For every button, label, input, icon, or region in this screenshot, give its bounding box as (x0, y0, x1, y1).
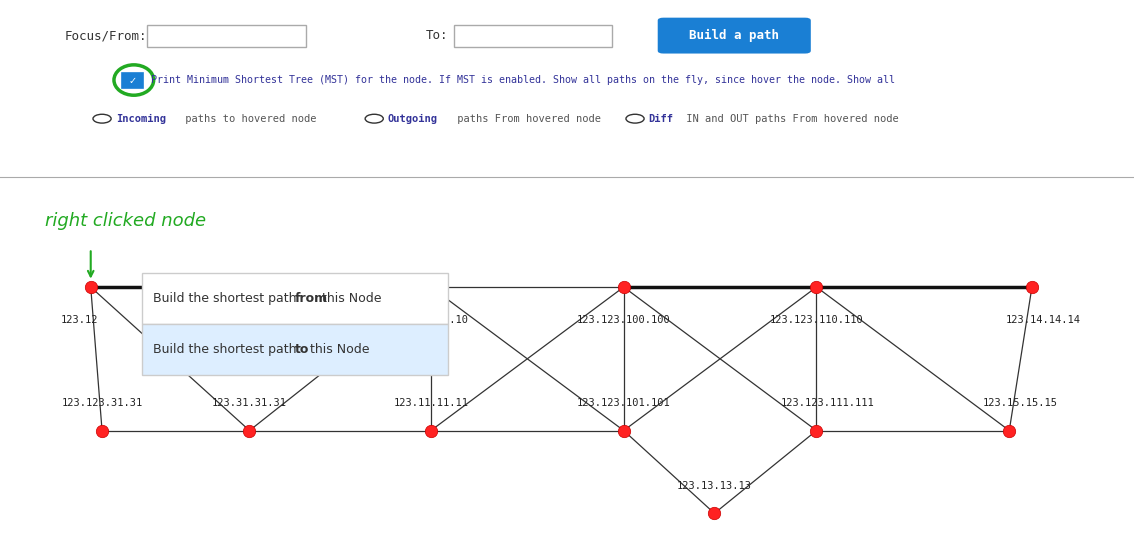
Point (93, 426, 111, 435)
Text: 123.14.14.14: 123.14.14.14 (1006, 315, 1081, 325)
Text: this Node: this Node (319, 292, 382, 305)
Point (615, 283, 633, 291)
FancyBboxPatch shape (122, 73, 143, 88)
Text: right clicked node: right clicked node (45, 212, 206, 230)
Point (422, 283, 440, 291)
Text: paths to hovered node: paths to hovered node (179, 114, 316, 124)
Text: paths From hovered node: paths From hovered node (451, 114, 601, 124)
Text: 123.10.10.10: 123.10.10.10 (393, 315, 468, 325)
Text: 123.123.110.110: 123.123.110.110 (770, 315, 863, 325)
Text: Incoming: Incoming (116, 114, 166, 124)
Text: 123.12: 123.12 (60, 315, 99, 325)
Text: 123.15.15.15: 123.15.15.15 (983, 398, 1058, 408)
Text: Build the shortest path: Build the shortest path (153, 343, 301, 357)
Text: Build the shortest path: Build the shortest path (153, 292, 301, 305)
Text: this Node: this Node (306, 343, 370, 357)
Point (422, 426, 440, 435)
Point (705, 509, 723, 518)
Text: 123.31.31.31: 123.31.31.31 (212, 398, 287, 408)
Point (1023, 283, 1041, 291)
Text: Focus/From:: Focus/From: (65, 29, 147, 43)
Point (807, 283, 826, 291)
FancyBboxPatch shape (147, 25, 306, 47)
Point (807, 426, 826, 435)
Text: from: from (295, 292, 328, 305)
Text: Print Minimum Shortest Tree (MST) for the node. If MST is enabled. Show all path: Print Minimum Shortest Tree (MST) for th… (151, 75, 895, 85)
Text: 123.123.100.100: 123.123.100.100 (577, 315, 670, 325)
Text: 123.123.111.111: 123.123.111.111 (781, 398, 874, 408)
Text: Outgoing: Outgoing (388, 114, 438, 124)
Text: 123.11.11.11: 123.11.11.11 (393, 398, 468, 408)
Text: Build a path: Build a path (689, 29, 779, 43)
Text: To:: To: (425, 29, 448, 43)
Point (82, 283, 100, 291)
Point (1000, 426, 1018, 435)
FancyBboxPatch shape (658, 18, 811, 54)
Text: 123.13.13.13: 123.13.13.13 (677, 481, 752, 491)
Text: Diff: Diff (649, 114, 674, 124)
FancyBboxPatch shape (142, 273, 448, 325)
FancyBboxPatch shape (454, 25, 612, 47)
FancyBboxPatch shape (142, 325, 448, 375)
Text: ✓: ✓ (128, 76, 137, 86)
Text: IN and OUT paths From hovered node: IN and OUT paths From hovered node (680, 114, 899, 124)
Text: to: to (295, 343, 308, 357)
Point (615, 426, 633, 435)
Text: 123.123.31.31: 123.123.31.31 (61, 398, 143, 408)
Point (240, 426, 259, 435)
Text: 123.123.101.101: 123.123.101.101 (577, 398, 670, 408)
